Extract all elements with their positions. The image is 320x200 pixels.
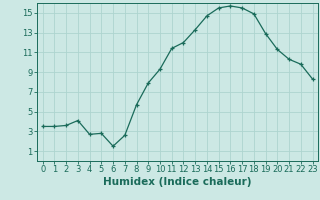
X-axis label: Humidex (Indice chaleur): Humidex (Indice chaleur) bbox=[103, 177, 252, 187]
